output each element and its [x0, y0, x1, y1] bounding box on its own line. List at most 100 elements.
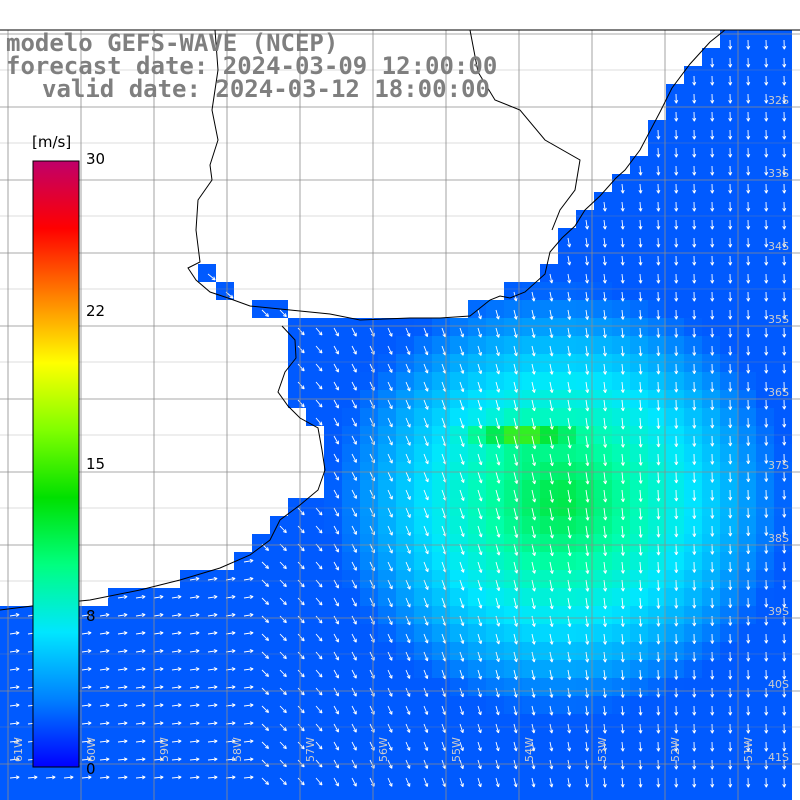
- wind-speed-cell: [594, 552, 612, 570]
- wind-arrow: [513, 579, 519, 592]
- wind-arrow: [638, 381, 643, 393]
- wind-speed-cell: [774, 282, 792, 300]
- wind-arrow: [189, 721, 200, 726]
- wind-speed-cell: [360, 606, 378, 624]
- wind-speed-cell: [594, 642, 612, 660]
- wind-arrow: [171, 649, 182, 654]
- wind-speed-cell: [450, 354, 468, 372]
- wind-arrow: [351, 525, 357, 535]
- wind-arrow: [441, 741, 447, 752]
- wind-speed-cell: [720, 228, 738, 246]
- wind-arrow: [243, 703, 254, 708]
- wind-arrow: [423, 489, 429, 501]
- wind-speed-cell: [342, 372, 360, 390]
- wind-arrow: [297, 633, 305, 642]
- wind-speed-cell: [468, 444, 486, 462]
- wind-speed-cell: [378, 318, 396, 336]
- wind-arrow: [117, 649, 128, 654]
- wind-arrow: [387, 363, 393, 373]
- wind-arrow: [710, 435, 715, 447]
- wind-speed-cell: [324, 534, 342, 552]
- wind-speed-cell: [540, 606, 558, 624]
- wind-arrow: [315, 381, 323, 390]
- wind-speed-cell: [702, 102, 720, 120]
- wind-speed-cell: [396, 534, 414, 552]
- wind-speed-cell: [540, 462, 558, 480]
- wind-arrow: [459, 723, 464, 734]
- wind-speed-cell: [342, 642, 360, 660]
- wind-speed-cell: [504, 750, 522, 768]
- wind-speed-cell: [360, 588, 378, 606]
- wind-speed-cell: [324, 768, 342, 786]
- wind-arrow: [746, 39, 751, 50]
- wind-arrow: [495, 417, 501, 430]
- wind-speed-cell: [522, 498, 540, 516]
- wind-speed-cell: [90, 696, 108, 714]
- longitude-label: 55W: [450, 737, 463, 762]
- wind-arrow: [728, 255, 733, 266]
- wind-arrow: [423, 723, 429, 733]
- wind-arrow: [638, 417, 643, 430]
- wind-arrow: [764, 633, 769, 644]
- wind-arrow: [297, 597, 305, 606]
- wind-arrow: [710, 129, 715, 140]
- wind-arrow: [549, 471, 554, 485]
- wind-speed-cell: [720, 138, 738, 156]
- wind-arrow: [782, 219, 787, 230]
- wind-speed-cell: [666, 786, 684, 800]
- wind-speed-cell: [396, 408, 414, 426]
- wind-arrow: [423, 435, 429, 447]
- wind-arrow: [602, 777, 607, 788]
- wind-arrow: [207, 685, 218, 690]
- wind-arrow: [297, 507, 305, 516]
- wind-speed-cell: [252, 786, 270, 800]
- wind-speed-cell: [666, 534, 684, 552]
- wind-arrow: [674, 327, 679, 338]
- wind-speed-cell: [720, 354, 738, 372]
- wind-arrow: [567, 507, 572, 521]
- wind-arrow: [387, 633, 393, 643]
- wind-speed-cell: [450, 660, 468, 678]
- wind-speed-cell: [630, 552, 648, 570]
- wind-speed-cell: [720, 336, 738, 354]
- wind-speed-cell: [702, 264, 720, 282]
- wind-speed-cell: [648, 768, 666, 786]
- wind-speed-cell: [576, 372, 594, 390]
- wind-speed-cell: [342, 354, 360, 372]
- wind-arrow: [764, 129, 769, 140]
- wind-arrow: [674, 147, 679, 158]
- wind-arrow: [710, 363, 715, 374]
- wind-speed-cell: [630, 408, 648, 426]
- longitude-label: 54W: [523, 737, 536, 762]
- wind-arrow: [225, 649, 236, 654]
- wind-arrow: [782, 579, 787, 590]
- wind-arrow: [585, 381, 590, 394]
- wind-speed-cell: [774, 372, 792, 390]
- wind-speed-cell: [630, 264, 648, 282]
- wind-arrow: [351, 651, 357, 661]
- wind-arrow: [710, 741, 715, 752]
- wind-arrow: [710, 777, 715, 788]
- wind-speed-cell: [612, 768, 630, 786]
- wind-speed-cell: [666, 588, 684, 606]
- wind-speed-cell: [756, 228, 774, 246]
- wind-arrow: [567, 309, 572, 320]
- wind-speed-cell: [558, 732, 576, 750]
- wind-speed-cell: [756, 102, 774, 120]
- wind-arrow: [603, 561, 608, 574]
- wind-speed-cell: [630, 480, 648, 498]
- wind-speed-cell: [684, 498, 702, 516]
- wind-speed-cell: [324, 750, 342, 768]
- wind-speed-cell: [360, 786, 378, 800]
- wind-arrow: [459, 489, 465, 502]
- wind-arrow: [692, 651, 697, 662]
- colorbar-tick-22: 22: [86, 302, 106, 320]
- wind-arrow: [81, 739, 92, 744]
- wind-speed-cell: [162, 732, 180, 750]
- wind-arrow: [692, 111, 697, 122]
- wind-arrow: [602, 651, 607, 663]
- wind-speed-cell: [684, 786, 702, 800]
- wind-speed-cell: [666, 552, 684, 570]
- wind-arrow: [728, 687, 733, 698]
- wind-speed-cell: [450, 588, 468, 606]
